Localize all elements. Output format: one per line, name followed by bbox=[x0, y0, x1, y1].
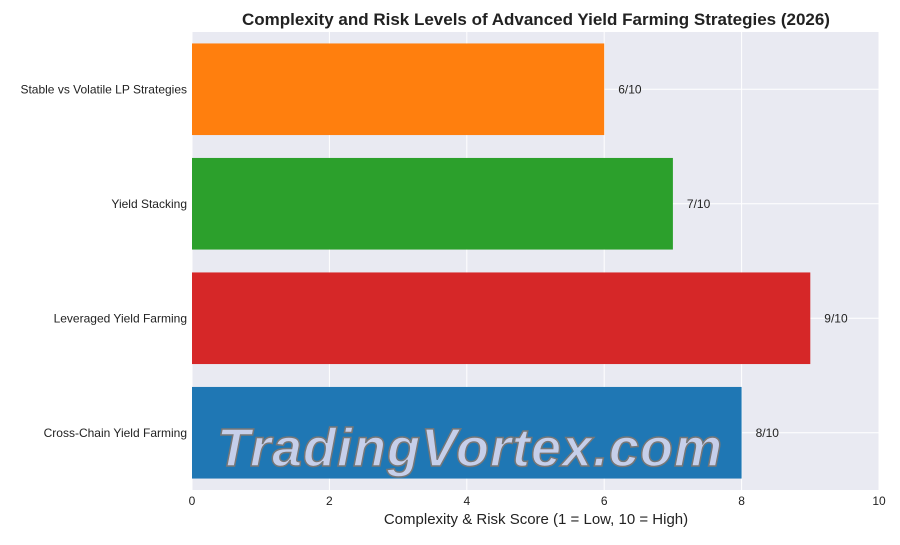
x-tick-label: 10 bbox=[872, 494, 886, 508]
x-tick-labels: 0 2 4 6 8 10 bbox=[189, 494, 886, 508]
x-tick-label: 0 bbox=[189, 494, 196, 508]
x-tick-label: 4 bbox=[463, 494, 470, 508]
x-tick-label: 6 bbox=[601, 494, 608, 508]
chart-title: Complexity and Risk Levels of Advanced Y… bbox=[242, 10, 830, 29]
watermark-logo: TradingVortex.com bbox=[217, 418, 723, 478]
x-tick-label: 2 bbox=[326, 494, 333, 508]
y-tick-label: Leveraged Yield Farming bbox=[54, 311, 187, 325]
bar bbox=[192, 386, 742, 479]
bar bbox=[192, 272, 811, 365]
data-label: 6/10 bbox=[618, 82, 642, 96]
bar bbox=[192, 157, 673, 250]
y-tick-label: Yield Stacking bbox=[111, 197, 187, 211]
x-axis-label: Complexity & Risk Score (1 = Low, 10 = H… bbox=[384, 511, 688, 528]
data-label: 9/10 bbox=[824, 311, 848, 325]
y-tick-label: Stable vs Volatile LP Strategies bbox=[20, 82, 187, 96]
data-labels: 8/10 9/10 7/10 6/10 bbox=[618, 82, 848, 440]
bar bbox=[192, 43, 605, 136]
data-label: 8/10 bbox=[756, 426, 780, 440]
bars bbox=[192, 43, 811, 479]
data-label: 7/10 bbox=[687, 197, 711, 211]
y-tick-label: Cross-Chain Yield Farming bbox=[44, 426, 187, 440]
y-tick-labels: Cross-Chain Yield Farming Leveraged Yield… bbox=[20, 82, 187, 440]
x-tick-label: 8 bbox=[738, 494, 745, 508]
